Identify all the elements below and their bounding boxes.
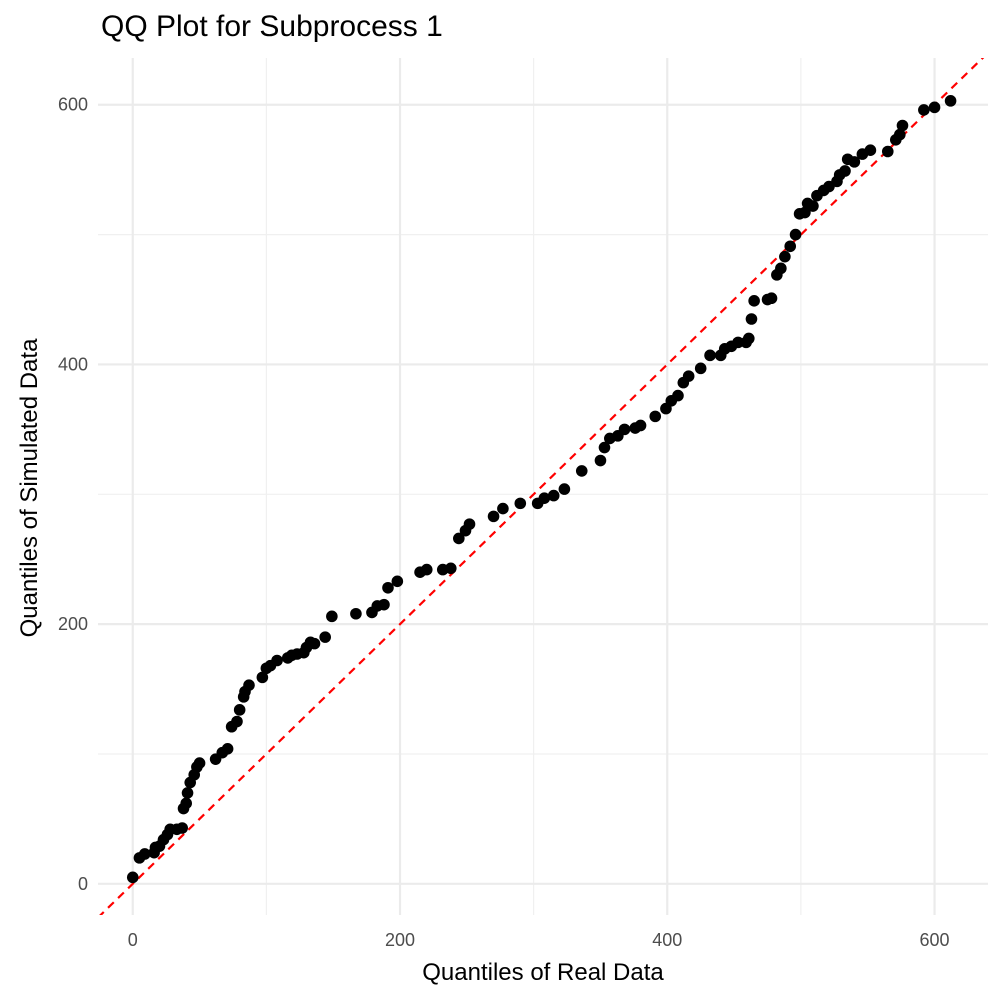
data-point [233,704,246,716]
major-gridlines [98,58,988,915]
data-point [308,637,321,650]
data-point [848,156,861,168]
data-point [618,423,631,436]
data-points [126,95,957,884]
x-tick-label: 0 [128,930,138,950]
data-point [319,631,331,643]
data-point [193,757,206,769]
data-point [256,671,269,684]
data-point [742,332,755,345]
data-point [775,262,787,275]
data-point [682,370,695,382]
data-point [538,492,551,504]
data-point [789,228,802,241]
y-tick-label: 0 [78,874,88,894]
data-point [779,250,791,263]
data-point [784,240,797,253]
data-point [420,563,433,576]
data-point [181,787,194,799]
data-point [594,454,607,467]
data-point [243,679,255,691]
data-point [391,575,404,588]
data-point [514,497,527,510]
data-point [649,410,662,423]
data-point [694,362,707,375]
data-point [138,848,151,860]
data-point [444,562,457,575]
data-point [807,200,819,212]
data-point [453,532,465,545]
data-point [896,119,909,132]
data-point [765,292,778,305]
x-tick-label: 600 [920,930,950,950]
chart-title: QQ Plot for Subprocess 1 [101,10,443,43]
data-point [271,654,283,667]
data-point [864,144,877,156]
data-point [748,295,760,307]
x-axis-label: Quantiles of Real Data [422,959,664,986]
data-point [497,502,509,515]
data-point [180,797,192,810]
data-point [634,419,647,432]
data-point [575,465,588,477]
data-point [672,389,684,402]
data-point [176,822,188,834]
data-point [704,349,716,362]
data-point [799,206,811,219]
data-point [558,483,571,495]
data-point [463,518,476,530]
data-point [839,165,851,177]
x-tick-label: 200 [385,930,415,950]
data-point [918,104,930,116]
reference-line-group [99,58,985,915]
data-point [382,581,394,594]
x-tick-label: 400 [652,930,682,950]
data-point [326,610,338,623]
data-point [881,145,894,158]
y-axis-tick-labels: 0 200 400 600 [58,95,88,894]
y-tick-label: 400 [58,354,88,374]
y-tick-label: 200 [58,614,88,634]
data-point [732,336,744,349]
data-point [745,313,758,325]
data-point [598,441,611,454]
minor-gridlines [98,58,988,915]
data-point [944,95,957,107]
x-axis-tick-labels: 0 200 400 600 [128,930,950,950]
data-point [126,871,139,884]
reference-line [99,58,985,915]
y-tick-label: 600 [58,95,88,115]
data-point [894,128,906,141]
data-point [221,742,234,755]
data-point [350,607,362,620]
data-point [547,489,560,502]
data-point [231,715,243,728]
data-point [487,510,500,523]
y-axis-label: Quantiles of Simulated Data [16,338,43,637]
data-point [378,598,390,611]
data-point [928,101,941,114]
